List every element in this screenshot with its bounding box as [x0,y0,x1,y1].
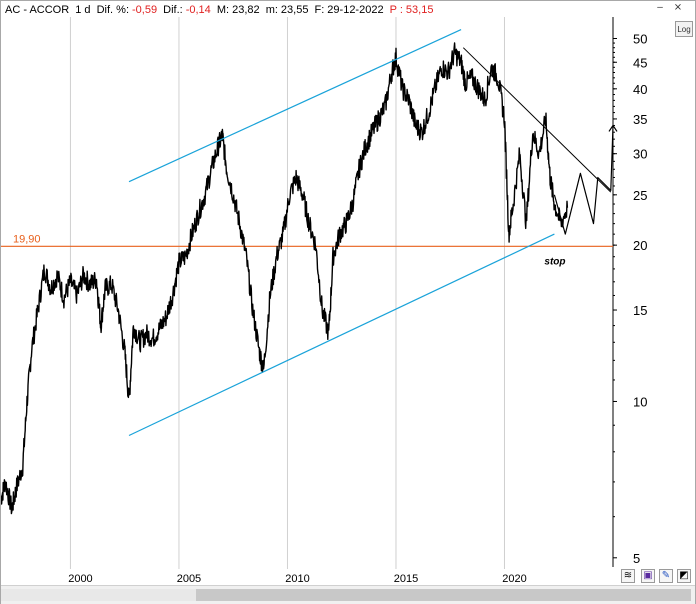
dif-value: -0,14 [185,4,211,16]
y-tick-label: 50 [633,31,647,46]
log-scale-button[interactable]: Log [675,21,693,37]
min-label: m: [265,4,278,16]
scroll-thumb[interactable] [196,589,691,601]
y-tick-label: 15 [633,303,647,318]
y-tick-label: 45 [633,55,647,70]
date-label: F: [314,4,325,16]
support-value-label: 19,90 [13,233,41,245]
y-tick-label: 35 [633,112,647,127]
scale-icon[interactable]: ≋ [621,569,635,583]
dif-label: Dif.: [163,4,183,16]
max-label: M: [216,4,230,16]
chart-header: AC - ACCOR 1 d Dif. %: -0,59 Dif.: -0,14 M… [5,4,436,16]
stop-annotation: stop [544,256,565,267]
y-tick-label: 25 [633,188,647,203]
symbol-label: AC - ACCOR [5,4,70,16]
save-icon[interactable]: ▣ [641,569,655,583]
close-icon[interactable]: ⨯ [673,2,683,13]
minimize-icon[interactable]: – [657,2,663,13]
price-value: 53,15 [405,4,434,16]
y-tick-label: 40 [633,82,647,97]
price-line [1,42,569,515]
channel-lower-line [128,233,555,437]
price-chart: 2000 2005 2010 2015 202050454035302520151051… [1,17,647,585]
y-tick-label: 5 [633,551,640,566]
edit-icon[interactable]: ✎ [659,569,673,583]
price-label: P : [389,4,403,16]
x-tick-label: 2005 [177,573,201,585]
horizontal-scrollbar[interactable] [1,585,695,604]
projection-arrow-head [608,124,618,132]
dif-pct-label: Dif. %: [96,4,130,16]
date-value: 29-12-2022 [327,4,384,16]
y-tick-label: 30 [633,147,647,162]
draw-tool-icon[interactable]: ◩ [677,569,691,583]
x-tick-label: 2000 [68,573,92,585]
dif-pct-value: -0,59 [132,4,158,16]
x-tick-label: 2015 [394,573,418,585]
y-tick-label: 10 [633,394,647,409]
projection-line [553,125,614,235]
resistance-line [462,47,612,193]
x-tick-label: 2020 [502,573,526,585]
max-value: 23,82 [232,4,260,16]
x-tick-label: 2010 [285,573,309,585]
channel-upper-line [128,29,462,183]
interval-label: 1 d [75,4,91,16]
y-tick-label: 20 [633,238,647,253]
min-value: 23,55 [280,4,309,16]
